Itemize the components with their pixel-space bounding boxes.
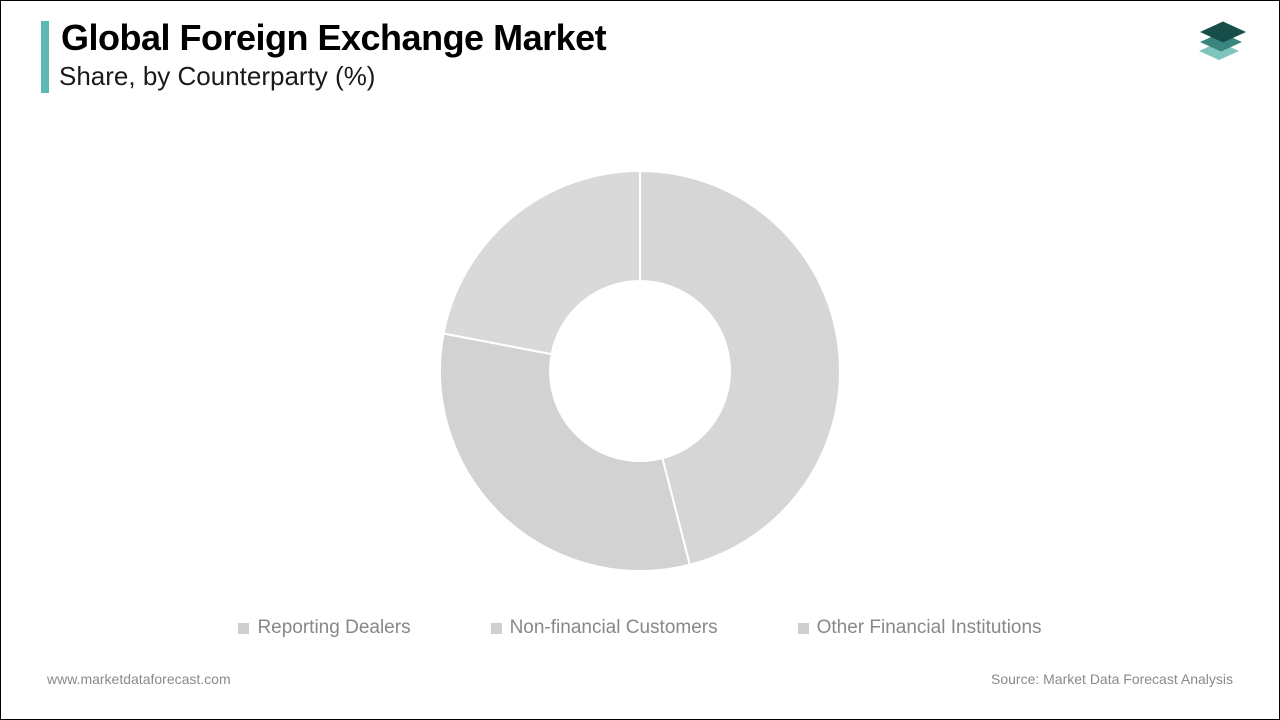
legend-label: Reporting Dealers — [257, 617, 410, 639]
legend-item: Reporting Dealers — [238, 617, 410, 639]
donut-chart — [1, 161, 1279, 581]
brand-logo-icon — [1191, 15, 1247, 76]
page-title: Global Foreign Exchange Market — [61, 17, 606, 59]
footer: www.marketdataforecast.com Source: Marke… — [47, 671, 1233, 687]
legend-item: Non-financial Customers — [491, 617, 718, 639]
page-subtitle: Share, by Counterparty (%) — [59, 61, 375, 92]
donut-slice — [440, 334, 690, 571]
footer-right: Source: Market Data Forecast Analysis — [991, 671, 1233, 687]
legend-swatch-icon — [491, 623, 502, 634]
donut-slice — [444, 171, 640, 354]
legend-label: Other Financial Institutions — [817, 617, 1042, 639]
legend-swatch-icon — [798, 623, 809, 634]
footer-left: www.marketdataforecast.com — [47, 671, 231, 687]
legend-swatch-icon — [238, 623, 249, 634]
legend-label: Non-financial Customers — [510, 617, 718, 639]
legend-item: Other Financial Institutions — [798, 617, 1042, 639]
accent-bar — [41, 21, 49, 93]
chart-legend: Reporting Dealers Non-financial Customer… — [1, 617, 1279, 639]
page: Global Foreign Exchange Market Share, by… — [0, 0, 1280, 720]
